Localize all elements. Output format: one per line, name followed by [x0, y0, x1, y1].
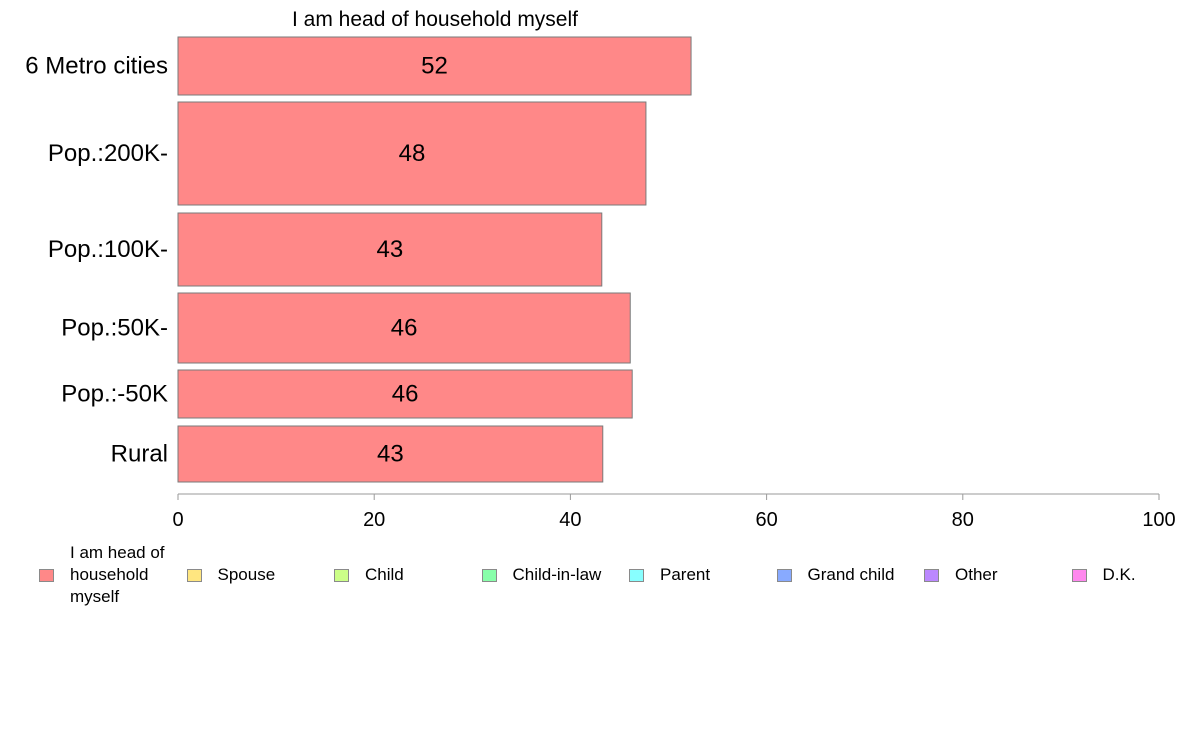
chart-title: I am head of household myself [292, 8, 578, 31]
bar-value-label: 43 [377, 236, 404, 263]
bar-chart: I am head of household myself 52 6 Metro … [25, 8, 1176, 531]
x-tick-label: 40 [559, 509, 581, 531]
legend-label: Spouse [217, 565, 276, 584]
x-tick-label: 0 [172, 509, 183, 531]
category-label: Rural [111, 441, 168, 468]
x-tick-label: 80 [952, 509, 974, 531]
legend-swatch [924, 568, 939, 582]
legend-label: Other [955, 565, 998, 584]
legend-item: Child [325, 542, 404, 608]
legend-label: Parent [660, 565, 711, 584]
x-axis: 0 20 40 60 80 100 [172, 493, 1176, 531]
bar [177, 212, 603, 287]
legend-label: I am head of household myself [70, 543, 165, 606]
legend-item: Spouse [178, 542, 276, 608]
legend-item: Other [915, 542, 998, 608]
legend-swatch [629, 568, 644, 582]
bar-value-label: 48 [399, 140, 426, 167]
legend-label: Child [365, 565, 404, 584]
bar [177, 101, 647, 206]
bar [177, 425, 604, 483]
bar-value-label: 43 [377, 441, 404, 468]
x-tick-label: 100 [1142, 509, 1175, 531]
category-label: Pop.:-50K [61, 381, 168, 408]
legend-swatch [186, 568, 202, 582]
bar [177, 36, 692, 96]
legend-item: D.K. [1063, 542, 1136, 608]
legend-item: Grand child [768, 542, 895, 608]
category-label: Pop.:200K- [48, 140, 168, 167]
category-label: Pop.:100K- [48, 236, 168, 263]
legend-swatch [39, 568, 54, 582]
legend-label: D.K. [1102, 565, 1136, 584]
legend: I am head of household myself Spouse Child… [30, 542, 1170, 612]
bars-group: 52 6 Metro cities 48 Pop.:200K- 43 Pop.:100K-… [25, 36, 692, 483]
legend-item: Parent [620, 542, 710, 608]
legend-label: Grand child [807, 565, 895, 584]
x-tick-label: 60 [755, 509, 777, 531]
bar-value-label: 52 [421, 53, 448, 80]
legend-item: I am head of household myself [30, 542, 165, 608]
bar [177, 369, 633, 419]
category-label: Pop.:50K- [61, 315, 168, 342]
bar-value-label: 46 [392, 381, 419, 408]
legend-swatch [1071, 568, 1087, 582]
legend-swatch [776, 568, 792, 582]
legend-swatch [481, 568, 497, 582]
x-tick-label: 20 [363, 509, 385, 531]
legend-label: Child-in-law [512, 565, 602, 584]
bar [177, 292, 631, 364]
legend-item: Child-in-law [473, 542, 602, 608]
bar-value-label: 46 [391, 315, 418, 342]
category-label: 6 Metro cities [25, 53, 168, 80]
legend-swatch [334, 568, 349, 582]
